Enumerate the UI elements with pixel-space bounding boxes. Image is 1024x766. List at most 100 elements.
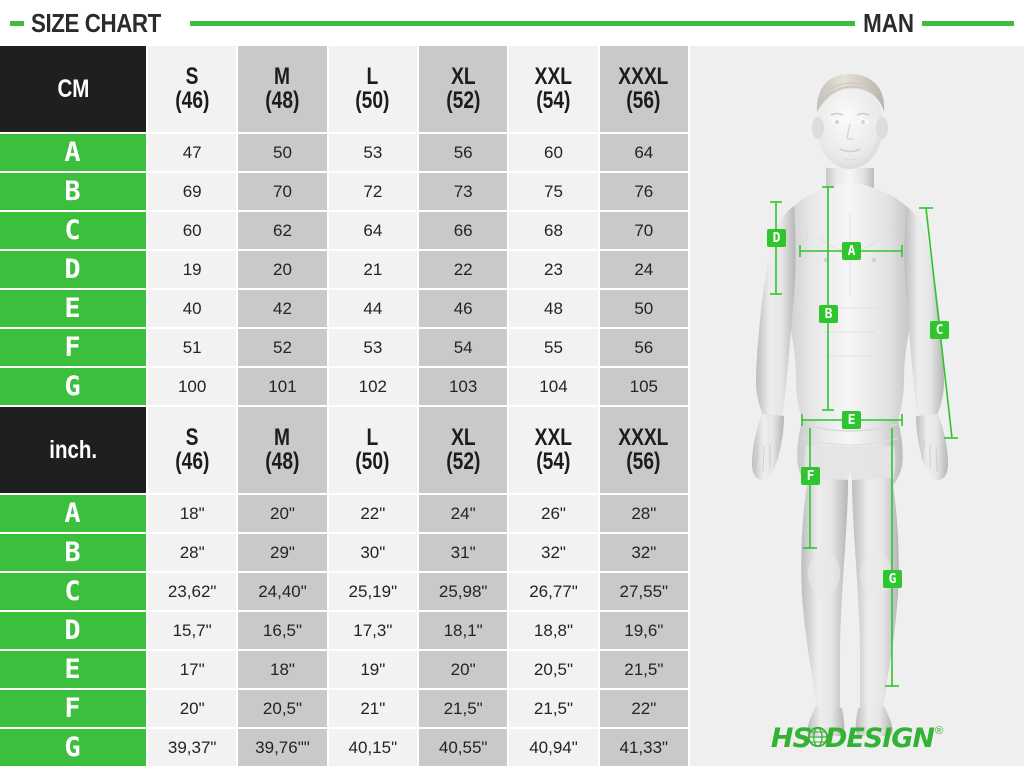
row-label-text: B	[64, 537, 82, 568]
row-label-g: G	[0, 729, 148, 766]
row-label-text: C	[64, 576, 82, 607]
table-cell: 50	[599, 290, 690, 329]
table-cell: 40,15"	[328, 729, 419, 766]
table-cell: 66	[418, 212, 510, 251]
size-name: L	[366, 423, 379, 451]
unit-label: inch.	[49, 435, 97, 464]
table-cell: 46	[418, 290, 510, 329]
row-label-text: F	[64, 332, 82, 363]
table-cell: 21,5"	[599, 651, 690, 690]
table-cell: 64	[599, 134, 690, 173]
table-cell: 41,33"	[599, 729, 690, 766]
svg-text:D: D	[773, 231, 781, 246]
marker-g: G	[883, 570, 902, 588]
table-cell: 24,40"	[238, 573, 329, 612]
size-name: M	[274, 62, 291, 90]
title-rule-left	[190, 20, 855, 26]
table-cell: 26"	[509, 495, 600, 534]
table-cell: 75	[509, 173, 600, 212]
title-bar: SIZE CHART MAN	[0, 0, 1024, 46]
row-label-text: E	[64, 293, 82, 324]
table-row: C 60 62 64 66 68 70	[0, 212, 690, 251]
table-row: B 69 70 72 73 75 76	[0, 173, 690, 212]
table-cell: 101	[238, 368, 329, 407]
table-cell: 28"	[599, 495, 690, 534]
size-eu-number: (48)	[265, 448, 300, 475]
row-label-text: D	[64, 615, 82, 646]
main-content: CM S (46) M (48) L (50) XL (52) XXL (54) XXXL (56) A 4…	[0, 46, 1024, 766]
size-eu-number: (50)	[355, 87, 390, 114]
svg-text:B: B	[825, 307, 833, 322]
size-eu-number: (48)	[265, 87, 300, 114]
row-label-f: F	[0, 329, 148, 368]
size-name: XL	[450, 62, 476, 90]
table-cell: 17,3"	[328, 612, 419, 651]
row-label-c: C	[0, 212, 148, 251]
table-row: A 18" 20" 22" 24" 26" 28"	[0, 495, 690, 534]
size-eu-number: (52)	[446, 87, 481, 114]
globe-icon	[807, 726, 828, 748]
mannequin-body	[752, 74, 948, 736]
table-cell: 20,5"	[509, 651, 600, 690]
size-eu-number: (46)	[175, 448, 210, 475]
table-cell: 42	[238, 290, 329, 329]
marker-d: D	[767, 229, 786, 247]
table-cell: 56	[418, 134, 510, 173]
table-cell: 15,7"	[148, 612, 239, 651]
column-header-xxxl: XXXL (56)	[599, 407, 690, 495]
size-table: CM S (46) M (48) L (50) XL (52) XXL (54) XXXL (56) A 4…	[0, 46, 690, 766]
table-cell: 19	[148, 251, 239, 290]
table-row: D 15,7" 16,5" 17,3" 18,1" 18,8" 19,6"	[0, 612, 690, 651]
table-row: G 100 101 102 103 104 105	[0, 368, 690, 407]
row-label-text: F	[64, 693, 82, 724]
table-cell: 73	[418, 173, 510, 212]
row-label-e: E	[0, 290, 148, 329]
marker-c: C	[930, 321, 949, 339]
unit-label: CM	[57, 74, 89, 103]
table-cell: 47	[148, 134, 239, 173]
size-name: S	[185, 423, 199, 451]
table-cell: 60	[148, 212, 239, 251]
size-name: XXXL	[618, 423, 669, 451]
table-cell: 48	[509, 290, 600, 329]
size-eu-number: (56)	[626, 448, 661, 475]
table-cell: 55	[509, 329, 600, 368]
svg-text:G: G	[889, 572, 897, 587]
table-cell: 20,5"	[238, 690, 329, 729]
table-row: F 20" 20,5" 21" 21,5" 21,5" 22"	[0, 690, 690, 729]
row-label-text: A	[64, 498, 82, 529]
table-cell: 105	[599, 368, 690, 407]
size-eu-number: (54)	[536, 448, 571, 475]
table-cell: 20	[238, 251, 329, 290]
mannequin-illustration: A B C D E	[752, 74, 958, 736]
page-title: SIZE CHART	[31, 7, 161, 38]
table-cell: 20"	[418, 651, 510, 690]
table-cell: 21	[328, 251, 419, 290]
table-cell: 24"	[418, 495, 510, 534]
table-cell: 40,94"	[509, 729, 600, 766]
size-name: XXL	[534, 423, 573, 451]
row-label-text: E	[64, 654, 82, 685]
size-eu-number: (54)	[536, 87, 571, 114]
table-cell: 21"	[328, 690, 419, 729]
table-cell: 76	[599, 173, 690, 212]
column-header-xxl: XXL (54)	[509, 407, 600, 495]
table-cell: 26,77"	[509, 573, 600, 612]
table-cell: 22"	[328, 495, 419, 534]
marker-a: A	[842, 242, 861, 260]
row-label-d: D	[0, 612, 148, 651]
svg-text:C: C	[936, 323, 944, 338]
table-cell: 25,19"	[328, 573, 419, 612]
size-eu-number: (56)	[626, 87, 661, 114]
dash-icon	[10, 20, 24, 26]
table-cell: 53	[328, 329, 419, 368]
size-name: XXL	[534, 62, 573, 90]
size-name: M	[274, 423, 291, 451]
brand-logo: HS DESIGN ®	[771, 723, 943, 754]
table-cell: 30"	[328, 534, 419, 573]
size-eu-number: (46)	[175, 87, 210, 114]
table-cell: 102	[328, 368, 419, 407]
table-cell: 27,55"	[599, 573, 690, 612]
table-cell: 16,5"	[238, 612, 329, 651]
table-cell: 31"	[418, 534, 510, 573]
